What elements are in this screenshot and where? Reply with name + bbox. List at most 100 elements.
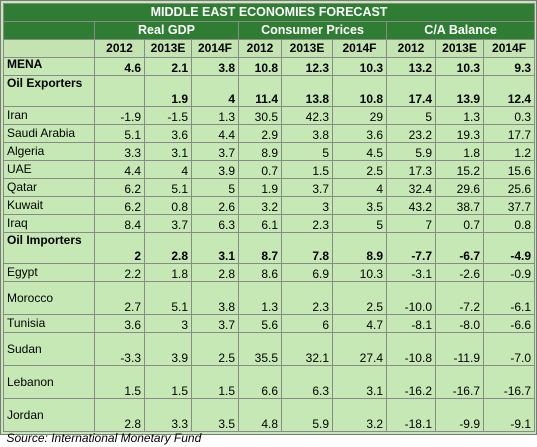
value-cell: 30.5 [239, 107, 282, 125]
value-cell: 12.3 [282, 58, 333, 76]
value-cell: 43.2 [387, 197, 436, 215]
value-cell: 1.3 [436, 107, 484, 125]
value-cell: 12.4 [484, 76, 535, 107]
value-cell: 4.5 [333, 143, 387, 161]
year-header: 2013E [436, 40, 484, 58]
value-cell: 4.8 [239, 399, 282, 432]
value-cell: -1.5 [145, 107, 192, 125]
value-cell: -6.7 [436, 233, 484, 264]
value-cell: 2.9 [239, 125, 282, 143]
value-cell: 1.5 [282, 161, 333, 179]
value-cell: -16.7 [436, 366, 484, 399]
value-cell: 3 [145, 315, 192, 333]
value-cell: 2.5 [333, 282, 387, 315]
value-cell: 3.8 [192, 58, 239, 76]
value-cell: 3.1 [145, 143, 192, 161]
value-cell: 3.3 [95, 143, 145, 161]
value-cell: 5.1 [95, 125, 145, 143]
row-label: Oil Exporters [4, 76, 95, 107]
value-cell: 4.6 [95, 58, 145, 76]
value-cell: 2.7 [95, 282, 145, 315]
value-cell: 4 [192, 76, 239, 107]
value-cell: 9.3 [484, 58, 535, 76]
value-cell: 1.3 [192, 107, 239, 125]
value-cell: 4.4 [192, 125, 239, 143]
value-cell: 8.9 [333, 233, 387, 264]
value-cell: 27.4 [333, 333, 387, 366]
value-cell: 5.1 [145, 282, 192, 315]
value-cell: 29.6 [436, 179, 484, 197]
value-cell: -18.1 [387, 399, 436, 432]
value-cell: -7.0 [484, 333, 535, 366]
forecast-table-frame: MIDDLE EAST ECONOMIES FORECAST Real GDP … [0, 0, 537, 435]
value-cell: 3.5 [192, 399, 239, 432]
value-cell: 32.4 [387, 179, 436, 197]
year-header: 2013E [145, 40, 192, 58]
row-label: Saudi Arabia [4, 125, 95, 143]
value-cell: 10.3 [436, 58, 484, 76]
value-cell: 4 [145, 161, 192, 179]
value-cell: 3.6 [333, 125, 387, 143]
value-cell: 8.9 [239, 143, 282, 161]
value-cell: 32.1 [282, 333, 333, 366]
value-cell: 8.7 [239, 233, 282, 264]
table-title: MIDDLE EAST ECONOMIES FORECAST [4, 4, 535, 22]
value-cell: 3.9 [145, 333, 192, 366]
value-cell: 5 [387, 107, 436, 125]
row-label: Iraq [4, 215, 95, 233]
value-cell: 13.8 [282, 76, 333, 107]
value-cell: 4.4 [95, 161, 145, 179]
row-label: UAE [4, 161, 95, 179]
value-cell: 17.4 [387, 76, 436, 107]
value-cell: 4.7 [333, 315, 387, 333]
value-cell: -8.1 [387, 315, 436, 333]
value-cell: 35.5 [239, 333, 282, 366]
value-cell: -16.2 [387, 366, 436, 399]
value-cell: 5 [282, 143, 333, 161]
row-label: Lebanon [4, 366, 95, 399]
value-cell: 5.1 [145, 179, 192, 197]
value-cell: 19.3 [436, 125, 484, 143]
value-cell: 3.1 [192, 233, 239, 264]
value-cell: 3.7 [282, 179, 333, 197]
group-consumer-prices: Consumer Prices [239, 22, 387, 40]
value-cell: 3.2 [333, 399, 387, 432]
value-cell: 3.7 [192, 143, 239, 161]
value-cell: 11.4 [239, 76, 282, 107]
row-label: Jordan [4, 399, 95, 432]
row-label: Algeria [4, 143, 95, 161]
year-header: 2014F [333, 40, 387, 58]
value-cell: 5 [333, 215, 387, 233]
value-cell: 15.2 [436, 161, 484, 179]
value-cell: 1.9 [145, 76, 192, 107]
value-cell: 0.8 [484, 215, 535, 233]
value-cell: -7.2 [436, 282, 484, 315]
value-cell: 2.8 [145, 233, 192, 264]
value-cell: 1.5 [192, 366, 239, 399]
value-cell: 3.7 [145, 215, 192, 233]
value-cell: 2.8 [192, 264, 239, 282]
corner-cell [4, 22, 95, 40]
value-cell: 1.5 [145, 366, 192, 399]
value-cell: -9.1 [484, 399, 535, 432]
group-real-gdp: Real GDP [95, 22, 239, 40]
value-cell: 1.3 [239, 282, 282, 315]
value-cell: 2.5 [333, 161, 387, 179]
value-cell: 3.8 [282, 125, 333, 143]
row-label: Kuwait [4, 197, 95, 215]
value-cell: 13.2 [387, 58, 436, 76]
value-cell: 3.8 [192, 282, 239, 315]
value-cell: -7.7 [387, 233, 436, 264]
value-cell: 10.3 [333, 58, 387, 76]
